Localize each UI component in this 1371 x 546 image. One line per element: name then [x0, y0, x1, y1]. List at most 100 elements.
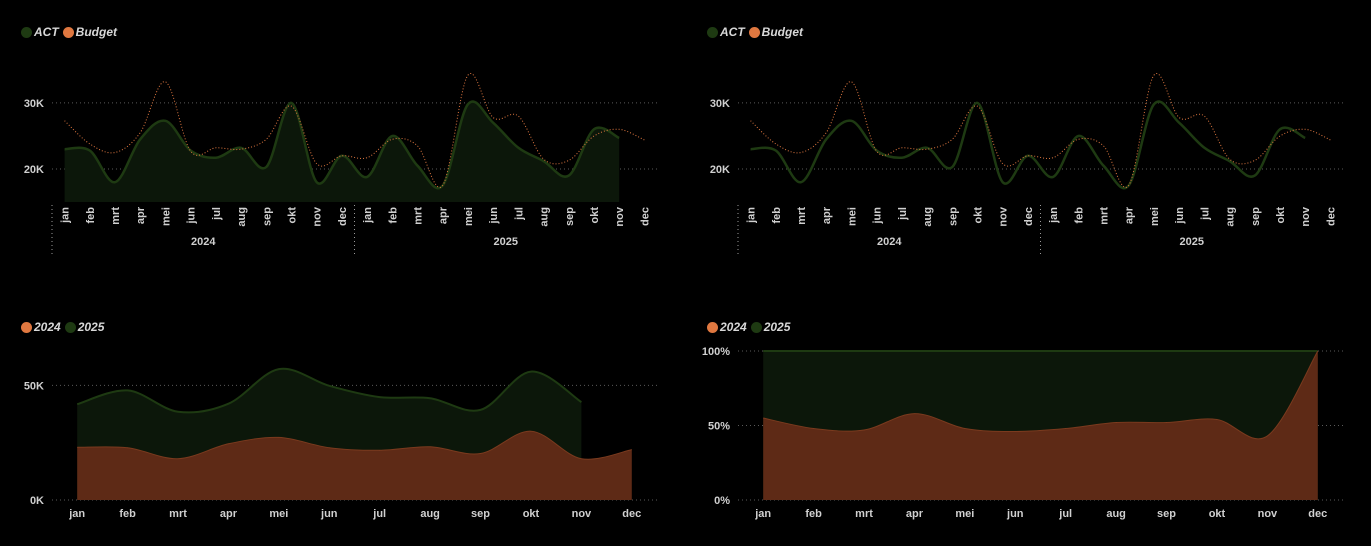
legend-item-act[interactable]: ACT — [707, 25, 745, 39]
x-tick-label-month: mrt — [855, 508, 873, 520]
x-tick-label-month: feb — [119, 508, 136, 520]
legend-dot-act — [707, 26, 718, 38]
x-tick-label-month: apr — [220, 508, 238, 520]
y-tick-label: 30K — [24, 98, 44, 110]
legend-item-budget[interactable]: Budget — [748, 25, 803, 39]
y-tick-label: 0% — [714, 495, 730, 507]
y-tick-label: 20K — [710, 164, 730, 176]
x-tick-label-month: okt — [972, 207, 984, 224]
x-tick-label-month: jul — [372, 508, 386, 520]
x-tick-label-month: feb — [1073, 207, 1085, 224]
x-tick-label-month: feb — [771, 207, 783, 224]
x-tick-label-year: 2025 — [1180, 236, 1204, 248]
x-tick-label-month: aug — [420, 508, 440, 520]
x-tick-label-month: mrt — [1099, 207, 1111, 225]
x-tick-label-month: jun — [488, 207, 500, 225]
x-tick-label-month: mrt — [110, 207, 122, 225]
x-tick-label-month: jun — [1006, 508, 1024, 520]
legend-label-2024: 2024 — [720, 320, 747, 334]
x-tick-label-month: sep — [261, 207, 273, 226]
x-tick-label-year: 2024 — [191, 236, 216, 248]
x-tick-label-month: okt — [1209, 508, 1226, 520]
chart-bottom-right-percent-years: 0% 50% 100% jan feb mrt apr mei jun jul aug sep okt n… — [702, 346, 1343, 520]
legend-label-act: ACT — [720, 25, 745, 39]
x-tick-label-month: mei — [269, 508, 288, 520]
x-tick-label-month: apr — [821, 206, 833, 224]
area-2024-fill — [763, 351, 1318, 500]
x-tick-label-month: dec — [622, 508, 641, 520]
x-tick-label-month: dec — [337, 207, 349, 226]
legend-item-2024[interactable]: 2024 — [707, 320, 747, 334]
x-tick-label-month: sep — [1157, 508, 1176, 520]
x-tick-label-month: jun — [320, 508, 338, 520]
x-tick-label-month: mrt — [796, 207, 808, 225]
legend-top-left: ACT Budget — [21, 25, 121, 39]
x-tick-label-month: dec — [1308, 508, 1327, 520]
x-tick-label-month: jun — [872, 207, 884, 225]
x-tick-label-month: mei — [1149, 207, 1161, 226]
area-2024-fill — [77, 431, 632, 500]
x-tick-label-month: aug — [1225, 207, 1237, 227]
x-tick-label-month: aug — [236, 207, 248, 227]
x-tick-label-month: dec — [1325, 207, 1337, 226]
x-tick-label-month: dec — [639, 207, 651, 226]
legend-dot-budget — [62, 26, 74, 38]
x-tick-label-month: jul — [513, 207, 525, 221]
legend-item-2025[interactable]: 2025 — [750, 320, 791, 334]
y-tick-label: 50K — [24, 380, 44, 392]
x-tick-label-month: jan — [746, 207, 758, 224]
x-tick-label-month: jan — [60, 207, 72, 224]
legend-dot-act — [21, 26, 32, 38]
legend-dot-budget — [748, 26, 760, 38]
legend-item-2024[interactable]: 2024 — [21, 320, 61, 334]
x-tick-label-month: nov — [312, 206, 324, 226]
chart-bottom-left-stacked-years: 0K 50K jan feb mrt apr mei jun jul aug sep okt nov de… — [24, 367, 657, 520]
x-tick-label-month: feb — [85, 207, 97, 224]
x-tick-label-month: apr — [1124, 206, 1136, 224]
x-tick-label-month: jan — [362, 207, 374, 224]
x-tick-label-month: nov — [1258, 508, 1278, 520]
act-area-fill — [64, 101, 620, 202]
legend-dot-2024 — [707, 321, 718, 333]
x-tick-label-month: mrt — [169, 508, 187, 520]
legend-dot-2024 — [21, 321, 32, 333]
budget-series-line — [750, 72, 1331, 189]
legend-label-2025: 2025 — [77, 320, 105, 334]
x-tick-label-month: sep — [471, 508, 490, 520]
x-tick-label-month: mrt — [413, 207, 425, 225]
budget-series-line — [64, 72, 645, 189]
x-tick-label-month: feb — [387, 207, 399, 224]
x-tick-label-month: jun — [1174, 207, 1186, 225]
x-tick-label-month: nov — [614, 206, 626, 226]
legend-item-2025[interactable]: 2025 — [64, 320, 105, 334]
y-tick-label: 0K — [30, 495, 44, 507]
x-tick-label-month: nov — [572, 508, 592, 520]
series-2024-line — [77, 430, 632, 460]
x-tick-label-month: okt — [286, 207, 298, 224]
x-tick-label-month: sep — [947, 207, 959, 226]
x-tick-label-month: okt — [1275, 207, 1287, 224]
legend-bottom-left: 2024 2025 — [21, 320, 108, 334]
x-tick-label-month: jun — [186, 207, 198, 225]
x-tick-label-month: jul — [211, 207, 223, 221]
legend-bottom-right: 2024 2025 — [707, 320, 794, 334]
legend-top-right: ACT Budget — [707, 25, 807, 39]
x-tick-label-year: 2024 — [877, 236, 902, 248]
x-tick-label-month: jan — [68, 508, 85, 520]
y-tick-label: 30K — [710, 98, 730, 110]
legend-dot-2025 — [750, 321, 762, 333]
x-tick-label-month: okt — [523, 508, 540, 520]
legend-dot-2025 — [64, 321, 76, 333]
x-tick-label-month: nov — [998, 206, 1010, 226]
legend-item-act[interactable]: ACT — [21, 25, 59, 39]
x-tick-label-month: aug — [922, 207, 934, 227]
x-tick-label-month: mei — [846, 207, 858, 226]
legend-item-budget[interactable]: Budget — [62, 25, 117, 39]
y-tick-label: 50% — [708, 421, 730, 433]
chart-top-left-act-vs-budget: 20K 30K jan feb mrt apr mei jun jul aug sep okt nov d… — [24, 72, 657, 255]
y-tick-label: 100% — [702, 346, 730, 358]
legend-label-2025: 2025 — [763, 320, 791, 334]
x-tick-label-month: aug — [1106, 508, 1126, 520]
x-tick-label-month: mei — [955, 508, 974, 520]
x-tick-label-month: aug — [539, 207, 551, 227]
